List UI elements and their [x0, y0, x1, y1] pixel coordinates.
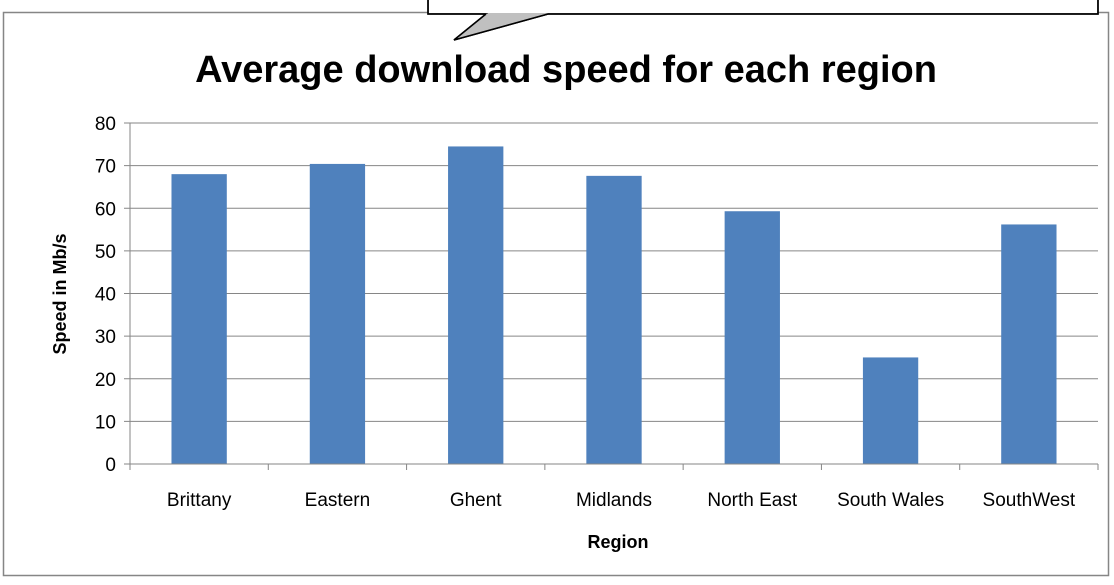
y-tick-label: 50 — [95, 242, 116, 263]
y-tick-label: 40 — [95, 285, 116, 306]
x-tick-labels: Brittany Eastern Ghent Midlands North East So… — [167, 490, 1076, 511]
bar — [1001, 224, 1057, 464]
bar — [724, 211, 780, 464]
bars — [171, 146, 1057, 465]
y-tick-label: 30 — [95, 327, 116, 348]
y-tick-label: 0 — [105, 455, 116, 476]
bar — [586, 175, 642, 465]
bar — [309, 163, 366, 465]
x-tick-label: South Wales — [837, 490, 944, 511]
x-tick-label: Ghent — [450, 490, 502, 511]
callout-border — [427, 0, 1099, 15]
y-axis-label: Speed in Mb/s — [50, 233, 70, 354]
y-tick-label: 70 — [95, 157, 116, 178]
x-tick-label: North East — [707, 490, 797, 511]
x-tick-label: Midlands — [576, 490, 652, 511]
chart-title: Average download speed for each region — [195, 49, 937, 91]
y-tick-label: 80 — [95, 114, 116, 135]
y-tick-label: 60 — [95, 199, 116, 220]
x-tick-label: Brittany — [167, 490, 232, 511]
bar — [171, 174, 227, 464]
x-tick-label: SouthWest — [983, 490, 1076, 511]
axes — [124, 122, 1099, 470]
callout-inner — [429, 0, 1097, 13]
bar — [448, 146, 504, 464]
y-tick-label: 10 — [95, 412, 116, 433]
x-tick-label: Eastern — [305, 490, 370, 511]
x-axis-label: Region — [588, 532, 649, 552]
y-tick-label: 20 — [95, 370, 116, 391]
y-tick-labels: 0 10 20 30 40 50 60 70 80 — [95, 114, 116, 476]
bar — [862, 357, 919, 464]
callout-pointer — [453, 13, 549, 41]
